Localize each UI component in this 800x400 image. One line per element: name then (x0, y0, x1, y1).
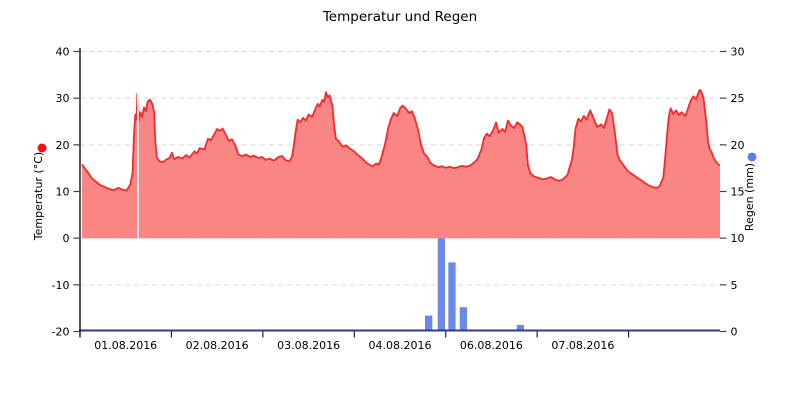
right-axis-tick-label: 5 (731, 279, 738, 292)
rain-bar (437, 238, 445, 332)
left-axis-title: Temperatur (°C) (32, 152, 45, 241)
left-axis-tick-label: -20 (52, 326, 70, 339)
x-tick-label: 03.08.2016 (277, 339, 340, 352)
left-axis-tick-label: 10 (56, 186, 70, 199)
temperature-area (82, 89, 720, 239)
right-axis-title: Regen (mm) (743, 163, 756, 231)
x-tick-label: 02.08.2016 (186, 339, 249, 352)
x-tick-label: 04.08.2016 (369, 339, 432, 352)
right-axis-tick-label: 30 (731, 46, 745, 59)
data-gap-line (137, 92, 139, 239)
rain-bar (448, 262, 456, 332)
left-axis-tick-label: 20 (56, 139, 70, 152)
rain-bar (459, 307, 467, 332)
right-axis-tick-label: 0 (731, 326, 738, 339)
x-tick-label: 01.08.2016 (94, 339, 157, 352)
chart-title: Temperatur und Regen (322, 9, 477, 25)
rain-bar (516, 325, 524, 332)
rain-bar (425, 315, 433, 332)
right-axis-tick-label: 25 (731, 92, 745, 105)
left-axis-tick-label: 30 (56, 92, 70, 105)
x-tick-label: 06.08.2016 (460, 339, 523, 352)
left-axis-tick-label: 0 (63, 232, 70, 245)
right-axis-tick-label: 15 (731, 186, 745, 199)
x-tick-label: 07.08.2016 (551, 339, 614, 352)
left-axis-tick-label: 40 (56, 46, 70, 59)
right-axis-tick-label: 10 (731, 232, 745, 245)
temperature-legend-dot (37, 143, 47, 153)
rain-legend-dot (747, 152, 757, 162)
left-axis-tick-label: -10 (52, 279, 70, 292)
temperature-line (81, 88, 721, 192)
right-axis-tick-label: 20 (731, 139, 745, 152)
